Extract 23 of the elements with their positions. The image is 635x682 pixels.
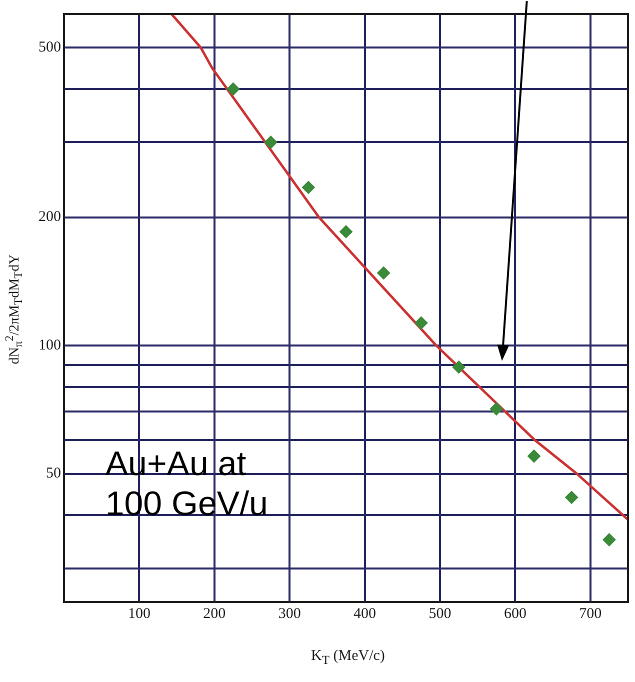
- x-tick-label: 200: [203, 606, 226, 622]
- point: [377, 266, 390, 280]
- x-tick-label: 300: [278, 606, 301, 622]
- x-tick-label: 600: [504, 606, 526, 622]
- point: [490, 402, 503, 416]
- point: [528, 450, 540, 463]
- x-axis-title: K$_{T}$ (MeV/c): [310, 648, 386, 668]
- x-tick-label: 700: [579, 606, 602, 622]
- point: [226, 82, 240, 96]
- y-tick-label: 100: [38, 337, 61, 354]
- x-tick-label: 100: [128, 606, 150, 622]
- point: [302, 180, 315, 194]
- y-tick-label: 500: [38, 40, 61, 56]
- y-tick-label: 50: [46, 466, 61, 482]
- x-tick-label: 500: [428, 606, 452, 622]
- point: [264, 136, 278, 149]
- point: [452, 360, 466, 374]
- point: [602, 533, 616, 546]
- x-tick-label: 400: [354, 606, 376, 622]
- y-tick-label: 200: [38, 209, 61, 226]
- point: [565, 490, 578, 504]
- point: [340, 225, 352, 238]
- point: [414, 316, 428, 330]
